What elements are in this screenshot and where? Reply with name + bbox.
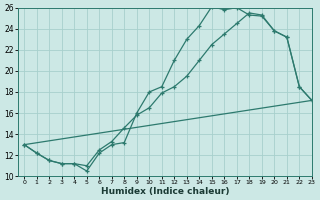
X-axis label: Humidex (Indice chaleur): Humidex (Indice chaleur)	[101, 187, 229, 196]
